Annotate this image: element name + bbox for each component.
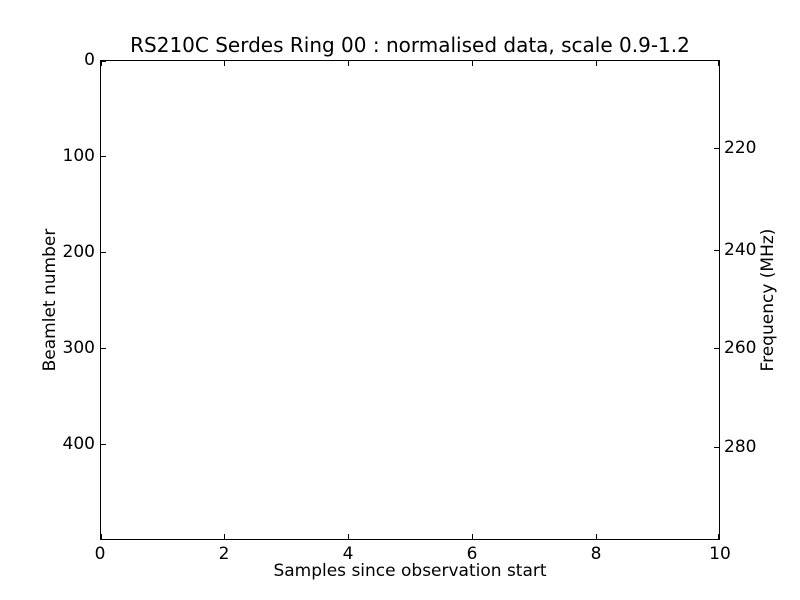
y-tick-label-left: 100 <box>62 146 95 166</box>
x-tick-label: 10 <box>709 544 731 564</box>
x-tick <box>101 61 102 66</box>
y-tick-left <box>101 156 106 157</box>
y-tick-label-left: 0 <box>84 50 95 70</box>
x-tick <box>596 534 597 539</box>
y-tick-right <box>714 447 719 448</box>
y-tick-label-right: 260 <box>724 338 757 358</box>
x-tick-label: 6 <box>466 544 478 564</box>
x-tick <box>101 534 102 539</box>
x-tick-label: 0 <box>94 544 106 564</box>
plot-title: RS210C Serdes Ring 00 : normalised data,… <box>130 33 690 57</box>
x-tick <box>348 61 349 66</box>
y-axis-label-right: Frequency (MHz) <box>758 228 778 372</box>
x-tick-label: 2 <box>218 544 230 564</box>
y-tick-right <box>714 348 719 349</box>
plot-area <box>100 60 720 540</box>
y-tick-left <box>101 61 106 62</box>
y-tick-right <box>714 148 719 149</box>
x-tick <box>472 61 473 66</box>
x-tick-label: 4 <box>342 544 354 564</box>
y-tick-label-left: 200 <box>62 242 95 262</box>
y-tick-label-right: 280 <box>724 437 757 457</box>
x-tick <box>224 61 225 66</box>
y-axis-label-left: Beamlet number <box>40 228 60 372</box>
y-tick-label-left: 300 <box>62 338 95 358</box>
x-tick <box>472 534 473 539</box>
x-tick <box>718 61 719 66</box>
y-tick-left <box>101 348 106 349</box>
y-tick-right <box>714 250 719 251</box>
y-tick-left <box>101 444 106 445</box>
x-tick-label: 8 <box>590 544 602 564</box>
x-tick <box>348 534 349 539</box>
y-tick-label-left: 400 <box>62 434 95 454</box>
y-tick-left <box>101 252 106 253</box>
x-axis-label: Samples since observation start <box>273 561 547 581</box>
y-tick-label-right: 220 <box>724 138 757 158</box>
y-tick-label-right: 240 <box>724 240 757 260</box>
x-tick <box>596 61 597 66</box>
x-tick <box>224 534 225 539</box>
x-tick <box>718 534 719 539</box>
